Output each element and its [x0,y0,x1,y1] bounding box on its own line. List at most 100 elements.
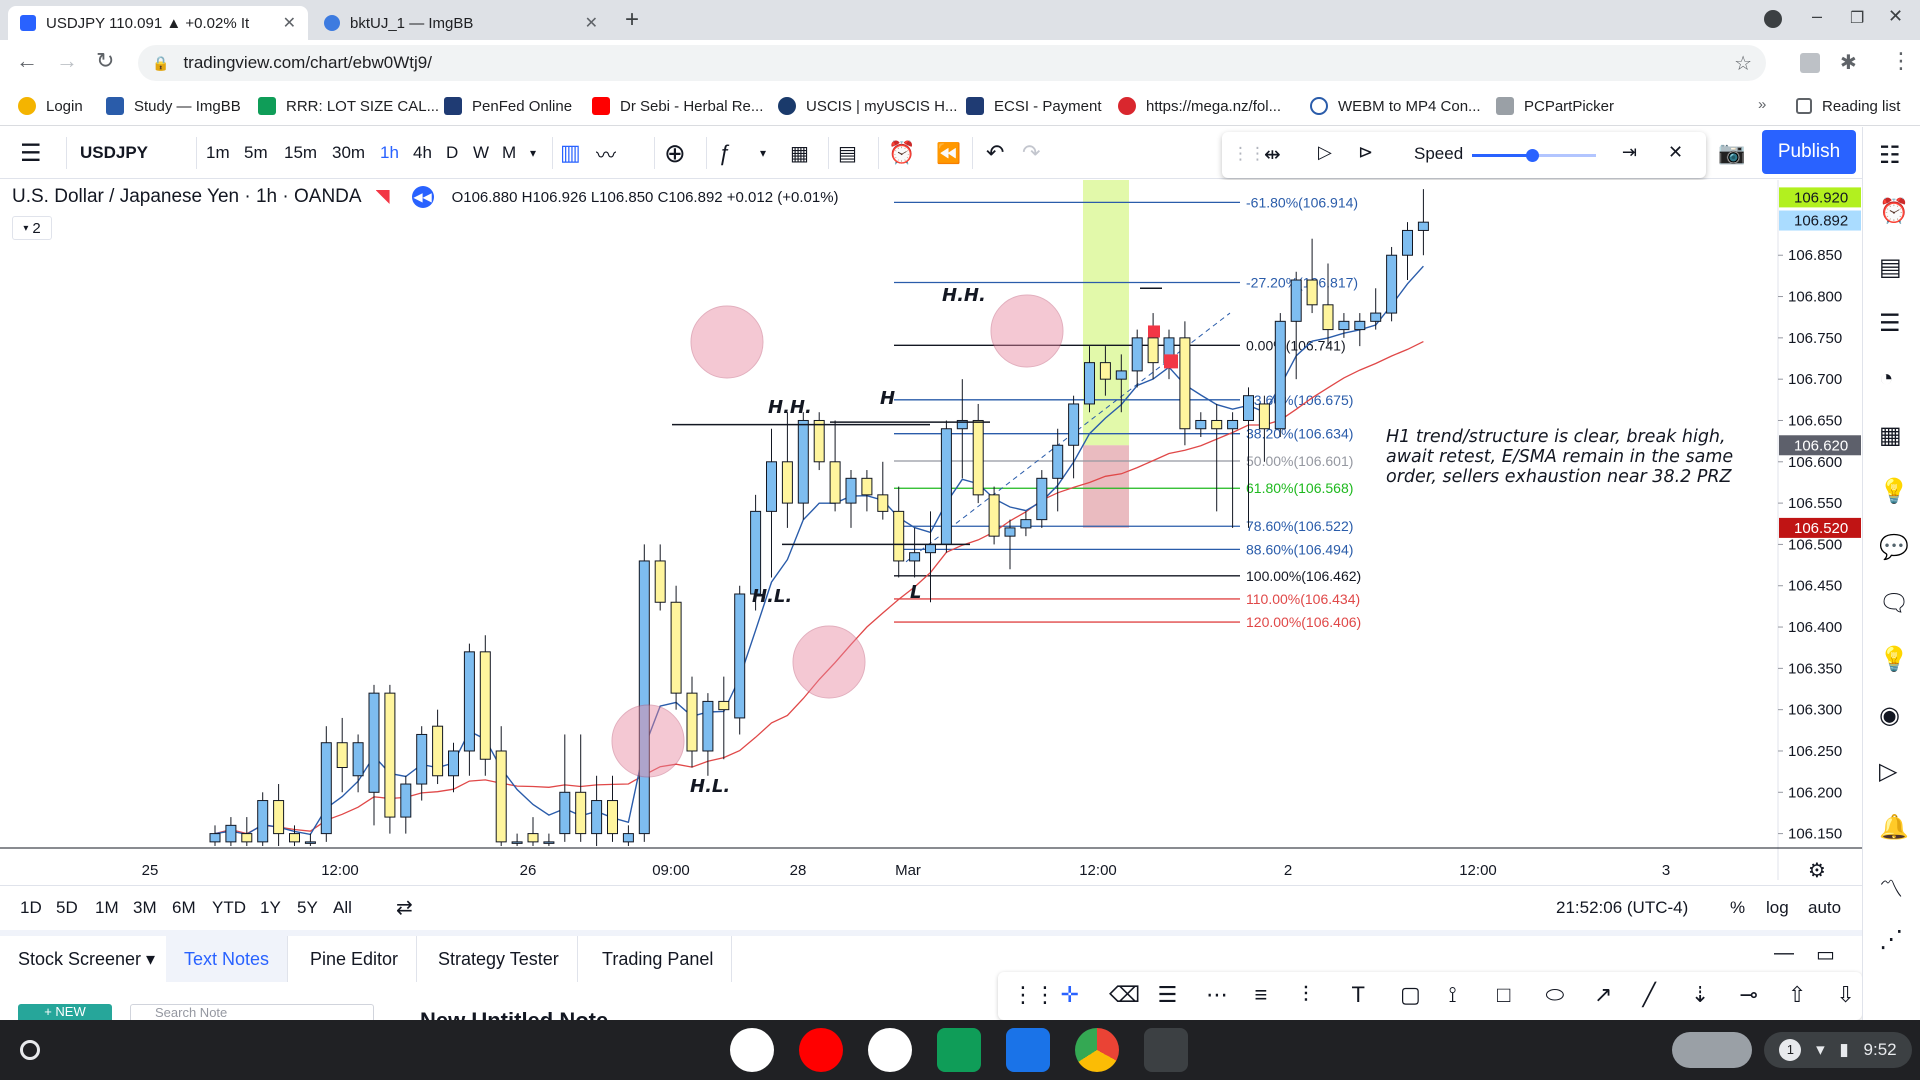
compare-icon[interactable]: 〰 [596,144,616,167]
analysis-note-text[interactable]: H1 trend/structure is clear, break high,… [1386,427,1734,487]
price-badge[interactable] [1779,210,1861,231]
swing-circle[interactable] [792,625,866,699]
price-badge[interactable] [1779,517,1861,538]
snapshot-icon[interactable]: 📷 [1718,140,1746,165]
play-icon[interactable]: ▷ [1318,142,1332,162]
crosshair-icon[interactable]: ✛ [1060,982,1079,1007]
close-tab-icon[interactable]: ✕ [584,15,598,32]
play-store-icon[interactable] [868,1028,912,1072]
price-chart[interactable]: -61.80%(106.914)-27.20%(106.817)0.00%(10… [0,180,1862,880]
indicator-toggle[interactable]: ▾ 2 [12,216,52,240]
browser-tab-tradingview[interactable]: USDJPY 110.091 ▲ +0.02% It ✕ [8,6,308,40]
swing-circle[interactable] [990,294,1064,368]
back-icon[interactable]: ← [16,48,38,73]
tote-preview[interactable] [1672,1032,1752,1068]
broadcast-icon[interactable]: ◉ [1879,702,1900,729]
trend-line-icon[interactable]: ╱ [1642,982,1656,1007]
add-symbol-icon[interactable]: ⊕ [664,137,686,168]
status-tray[interactable]: 1 ▾ ▮ 9:52 [1764,1032,1912,1068]
sell-marker[interactable] [1164,354,1178,369]
watchlist-icon[interactable]: ☷ [1879,142,1901,169]
notifications-icon[interactable]: 🔔 [1879,814,1909,841]
range-3m[interactable]: 3M [133,898,157,917]
calendar-pie-icon[interactable]: ◔ [1879,365,1894,392]
range-1y[interactable]: 1Y [260,898,281,917]
bookmark-webm[interactable]: WEBM to MP4 Con... [1310,86,1481,126]
swing-circle[interactable] [611,704,685,778]
bookmark-rrr[interactable]: RRR: LOT SIZE CAL... [258,86,439,126]
price-badge[interactable] [1779,435,1861,456]
dots-icon[interactable]: ⋰ [1879,926,1903,953]
pitchfork-icon[interactable]: ⫶ [1303,982,1309,1007]
skip-end-icon[interactable]: ⇥ [1622,142,1638,162]
swing-circle[interactable] [690,305,764,379]
parallel-channel-icon[interactable]: ≡ [1254,982,1268,1007]
price-axis[interactable]: 106.850 106.800 106.750 106.700 106.650 106.6… [1777,180,1861,880]
time-axis[interactable]: 25 12:00 26 09:00 28 Mar 12:00 2 12:00 3 ⚙ [0,847,1862,880]
structure-label[interactable]: H.H. [942,285,986,306]
sell-marker[interactable] [1148,325,1160,338]
range-5d[interactable]: 5D [56,898,78,917]
panel-tab-text-notes[interactable]: Text Notes [166,936,289,982]
minimize-panel-icon[interactable]: — [1774,942,1794,964]
economic-calendar-icon[interactable]: ▦ [1879,422,1902,449]
bookmark-ecsi[interactable]: ECSI - Payment [966,86,1102,126]
rectangle-icon[interactable]: □ [1497,982,1511,1007]
bookmark-penfed[interactable]: PenFed Online [444,86,572,126]
search-note-input[interactable]: Search Note [130,1004,374,1020]
callout-icon[interactable]: ▢ [1400,982,1421,1007]
percent-toggle[interactable]: % [1730,898,1746,917]
symbol-search[interactable]: USDJPY [80,143,149,162]
ideas-icon[interactable]: 💡 [1879,478,1909,505]
structure-label[interactable]: H [880,388,895,409]
ellipse-icon[interactable]: ⬭ [1545,982,1565,1007]
youtube-icon[interactable] [799,1028,843,1072]
interval-5m[interactable]: 5m [244,143,268,162]
maximize-panel-icon[interactable]: ▭ [1816,944,1835,966]
bookmark-pcpartpicker[interactable]: PCPartPicker [1496,86,1614,126]
range-1m[interactable]: 1M [95,898,119,917]
panel-tab-stock-screener[interactable]: Stock Screener ▾ [0,936,175,982]
reload-icon[interactable]: ↻ [96,48,115,73]
candles-icon[interactable]: ▥ [560,140,581,165]
structure-label[interactable]: L [910,582,921,603]
alert-icon[interactable]: ⏰ [888,140,916,165]
replay-mode-icon[interactable]: ◀◀ [411,186,434,208]
chart-properties-icon[interactable]: ▤ [838,142,857,165]
structure-label[interactable]: H.L. [752,586,792,607]
chrome-icon[interactable] [1075,1028,1119,1072]
interval-dropdown-icon[interactable]: ▾ [530,146,537,160]
bookmark-star-icon[interactable]: ☆ [1734,52,1752,75]
forward-step-icon[interactable]: ⊳ [1358,142,1374,162]
panel-tab-strategy-tester[interactable]: Strategy Tester [420,936,578,982]
more-bookmarks-icon[interactable]: » [1758,96,1767,113]
stop-loss-zone[interactable] [1083,445,1129,528]
fib-tool-icon[interactable]: ☰ [1157,982,1178,1007]
xabcd-icon[interactable]: ⟟ [1448,982,1457,1007]
lock-icon[interactable]: 🔒 [152,54,170,71]
puzzle-icon[interactable]: ✱ [1840,52,1857,74]
panel-tab-trading-panel[interactable]: Trading Panel [584,936,733,982]
arrow-up-icon[interactable]: ⇧ [1788,982,1807,1007]
close-window-icon[interactable]: ✕ [1888,6,1904,26]
drag-handle-icon[interactable]: ⋮⋮ [1232,144,1266,163]
note-title[interactable]: New Untitled Note [420,1008,608,1020]
chart-icon[interactable]: 〽 [1879,876,1903,903]
horizontal-ray-icon[interactable]: ⊸ [1739,982,1758,1007]
range-all[interactable]: All [333,898,352,917]
arrow-down-icon[interactable]: ⇩ [1836,982,1855,1007]
undo-icon[interactable]: ↶ [986,140,1005,165]
templates-icon[interactable]: ▦ [790,142,809,165]
interval-m[interactable]: M [502,143,517,162]
files-icon[interactable] [1006,1028,1050,1072]
idea-stream-icon[interactable]: 💡 [1879,646,1909,673]
eraser-icon[interactable]: ⌫ [1109,982,1141,1007]
hamburger-menu-icon[interactable]: ☰ [20,139,42,167]
range-6m[interactable]: 6M [172,898,196,917]
bookmark-uscis[interactable]: USCIS | myUSCIS H... [778,86,957,126]
play-stream-icon[interactable]: ▷ [1879,758,1898,785]
drag-handle-icon[interactable]: ⋮⋮ [1012,982,1056,1007]
interval-1m[interactable]: 1m [206,143,230,162]
bookmark-imgbb[interactable]: Study — ImgBB [106,86,241,126]
symbol-title[interactable]: U.S. Dollar / Japanese Yen · 1h · OANDA [12,186,362,207]
